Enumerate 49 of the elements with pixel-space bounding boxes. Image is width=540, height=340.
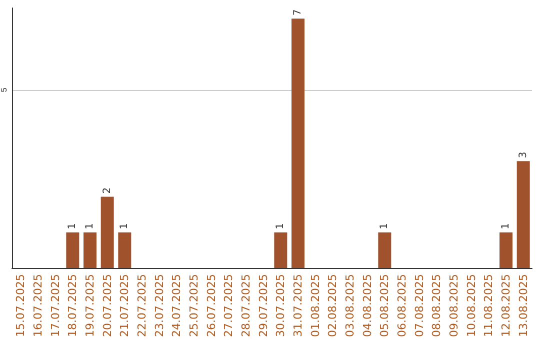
x-tick-label: 20.07.2025 [100,274,114,337]
x-tick-label: 27.07.2025 [222,274,236,337]
x-tick-label: 01.08.2025 [308,274,322,337]
x-tick-label: 06.08.2025 [396,274,408,337]
x-tick-label: 08.08.2025 [430,274,444,337]
x-tick-label: 13.08.2025 [516,274,530,337]
bar [66,232,80,268]
data-label: 1 [275,223,286,230]
x-tick-label: 26.07.2025 [204,274,218,337]
bar [378,232,392,268]
x-tick-label: 11.08.2025 [482,274,496,337]
x-tick-label: 16.07.2025 [32,274,44,337]
data-label: 1 [500,223,512,230]
bar [292,18,304,268]
data-label: 3 [518,152,529,158]
x-tick-label: 18.07.2025 [66,274,80,337]
bar [274,232,288,268]
x-tick-label: 25.07.2025 [188,274,200,337]
bar [100,196,114,268]
x-tick-label: 22.07.2025 [136,274,148,337]
x-tick-label: 15.07.2025 [14,274,28,337]
x-tick-label: 10.08.2025 [464,274,478,337]
x-tick-label: 04.08.2025 [360,274,374,337]
data-label: 7 [292,9,304,16]
x-tick-label: 23.07.2025 [152,274,166,337]
x-tick-label: 29.07.2025 [256,274,270,337]
x-tick-label: 19.07.2025 [84,274,96,337]
bar [516,161,530,268]
data-label: 1 [67,223,78,230]
data-label: 1 [119,223,130,230]
x-tick-label: 24.07.2025 [170,274,184,337]
x-tick-label: 09.08.2025 [448,274,460,337]
bar [118,232,132,268]
x-tick-label: 07.08.2025 [412,274,426,337]
x-tick-label: 31.07.2025 [292,274,304,337]
x-tick-label: 02.08.2025 [326,274,340,337]
x-tick-label: 05.08.2025 [378,274,392,337]
x-tick-label: 03.08.2025 [344,274,356,337]
x-tick-label: 30.07.2025 [274,274,288,337]
x-tick-label: 17.07.2025 [48,274,62,337]
data-label: 1 [84,223,96,230]
y-tick-label: 5 [0,87,8,92]
data-label: 1 [379,223,390,230]
data-label: 2 [102,187,113,194]
bar [500,232,512,268]
x-tick-label: 12.08.2025 [500,274,512,337]
x-tick-label: 28.07.2025 [240,274,252,337]
bar [84,232,96,268]
x-tick-label: 21.07.2025 [118,274,132,337]
